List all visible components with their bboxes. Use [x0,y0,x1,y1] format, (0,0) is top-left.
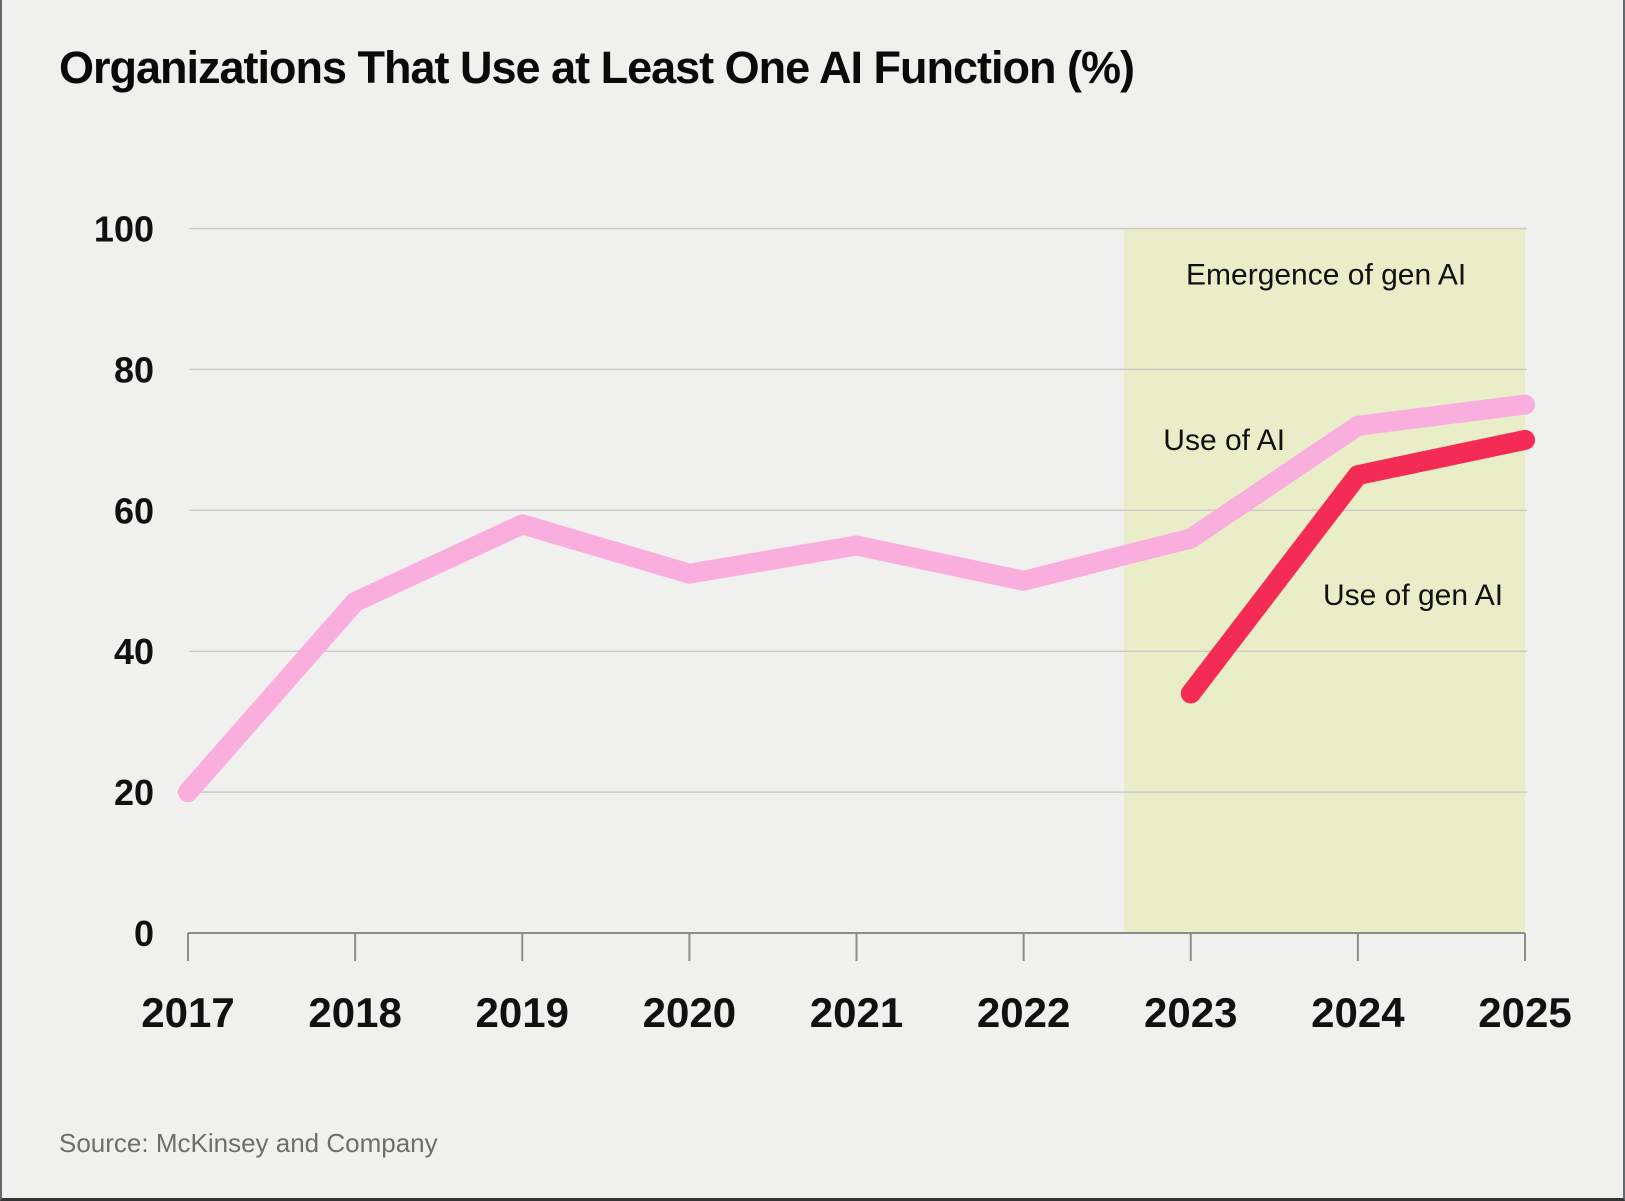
series-label: Use of gen AI [1323,579,1503,612]
x-tick-label: 2023 [1144,989,1237,1036]
gen-ai-region [1123,228,1525,933]
x-tick-label: 2020 [643,989,736,1036]
x-tick-label: 2025 [1478,989,1571,1036]
source-note: Source: McKinsey and Company [59,1128,438,1158]
chart-title: Organizations That Use at Least One AI F… [59,42,1135,93]
y-tick-label: 60 [114,490,154,531]
x-tick-label: 2017 [141,989,234,1036]
x-tick-label: 2024 [1311,989,1405,1036]
region-label: Emergence of gen AI [1186,258,1466,291]
y-tick-label: 20 [114,772,154,813]
series-label: Use of AI [1163,424,1285,457]
x-tick-label: 2019 [476,989,569,1036]
x-tick-label: 2021 [810,989,903,1036]
series-line-use-of-ai [178,394,1535,803]
y-tick-label: 0 [134,913,154,954]
y-tick-label: 100 [94,209,154,250]
series-line-use-of-gen-ai [1180,429,1535,704]
x-tick-label: 2022 [977,989,1070,1036]
y-tick-label: 80 [114,349,154,390]
y-tick-label: 40 [114,631,154,672]
x-tick-label: 2018 [308,989,401,1036]
